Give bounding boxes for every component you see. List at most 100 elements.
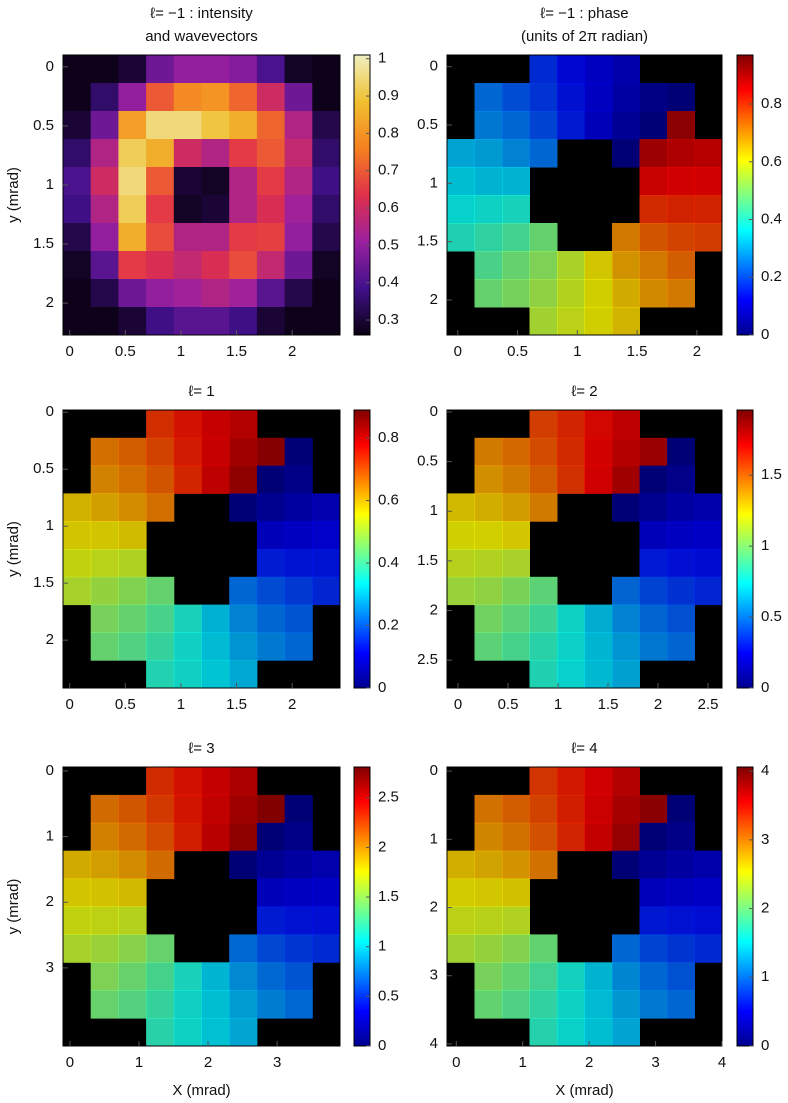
heatmap-cell [256,307,286,336]
colorbar-tick-label: 0.6 [378,492,399,509]
x-tick-label: 2 [288,696,296,713]
colorbar-tick-label: 0.8 [378,429,399,446]
heatmap-cell [284,549,313,578]
heatmap-cell [667,549,695,578]
heatmap-cell [502,878,530,907]
heatmap-cell [229,111,258,140]
y-tick-label: 1 [46,517,54,534]
heatmap-cell [612,1018,640,1047]
heatmap-cell [502,906,530,935]
colorbar-tick-label: 0.4 [378,554,399,571]
colorbar-tick-label: 2.5 [378,789,399,806]
heatmap-cell [90,83,119,112]
heatmap-cell [529,493,558,522]
colorbar-tick-label: 0 [761,679,769,696]
x-tick-label: 1.5 [598,696,619,713]
heatmap-cell [90,576,119,606]
heatmap-cell [639,794,668,824]
y-tick-label: 0.5 [33,117,54,134]
heatmap-cell [639,167,668,196]
y-tick-label: 1.5 [417,233,438,250]
heatmap-cell [90,632,119,661]
heatmap-cell [447,934,475,963]
heatmap-cell [612,251,640,280]
heatmap-cell [612,660,640,689]
y-tick-label: 1.5 [33,574,54,591]
heatmap-cell [584,437,613,467]
heatmap-cell [173,139,202,168]
heatmap-cell [284,195,313,224]
heatmap-cell [284,139,313,168]
heatmap-cell [146,990,175,1019]
heatmap-cell [557,990,585,1019]
heatmap-cell [173,1018,202,1047]
heatmap-cell [612,934,640,963]
plot-frame [446,766,723,1047]
heatmap-cell [474,576,503,606]
heatmap-cell [502,251,530,280]
heatmap-cell [63,549,92,578]
heatmap-cell [639,934,668,963]
colorbar-tick-label: 2 [378,838,386,855]
heatmap-cell [256,251,286,280]
heatmap-cell [284,307,313,336]
heatmap-cell [256,878,286,907]
colorbar-tick-label: 0 [378,1037,386,1054]
heatmap-cell [229,632,258,661]
heatmap-cell [90,794,119,824]
heatmap-cell [229,794,258,824]
heatmap-cell [667,493,695,522]
heatmap-cell [474,521,503,550]
heatmap-cell [256,549,286,578]
heatmap-cell [474,990,503,1019]
x-tick-label: 0.5 [115,343,136,360]
heatmap-cell [118,576,147,606]
heatmap-cell [639,437,668,467]
heatmap-cell [256,279,286,308]
heatmap-cell [63,83,92,112]
heatmap-cell [667,962,695,991]
colorbar-tick-label: 1 [378,938,386,955]
heatmap-cell [146,251,175,280]
y-tick-label: 1 [46,828,54,845]
heatmap-cell [146,604,175,633]
y-axis-label: y (mrad) [5,167,22,223]
heatmap-cell [312,878,341,907]
heatmap-cell [529,962,558,991]
heatmap-cell [229,1018,258,1047]
y-tick-label: 3 [430,967,438,984]
heatmap-cell [502,990,530,1019]
y-tick-label: 0 [46,762,54,779]
heatmap-cell [584,767,613,796]
heatmap-cell [312,521,341,550]
heatmap-cell [474,83,503,112]
y-tick-label: 2 [46,294,54,311]
heatmap-cell [90,251,119,280]
heatmap-cell [312,55,341,84]
heatmap-cell [312,906,341,935]
x-tick-label: 1 [177,696,185,713]
heatmap-cell [447,576,475,606]
heatmap-cell [502,465,530,494]
heatmap-cell [639,962,668,991]
heatmap-cell [284,465,313,494]
heatmap-cell [557,794,585,824]
heatmap-cell [557,660,585,689]
heatmap-cell [312,195,341,224]
heatmap-cell [667,990,695,1019]
heatmap-cell [612,410,640,439]
heatmap-cell [256,962,286,991]
colorbar-tick-label: 0 [378,679,386,696]
heatmap-cell [612,437,640,467]
heatmap-cell [447,521,475,550]
heatmap-cell [90,139,119,168]
heatmap-cell [639,493,668,522]
heatmap-cell [284,279,313,308]
heatmap-cell [612,139,640,168]
heatmap-cell [667,279,695,308]
heatmap-cell [447,878,475,907]
heatmap-cell [201,437,230,467]
heatmap-cell [557,767,585,796]
heatmap-cell [118,195,147,224]
heatmap-cell [502,822,530,852]
